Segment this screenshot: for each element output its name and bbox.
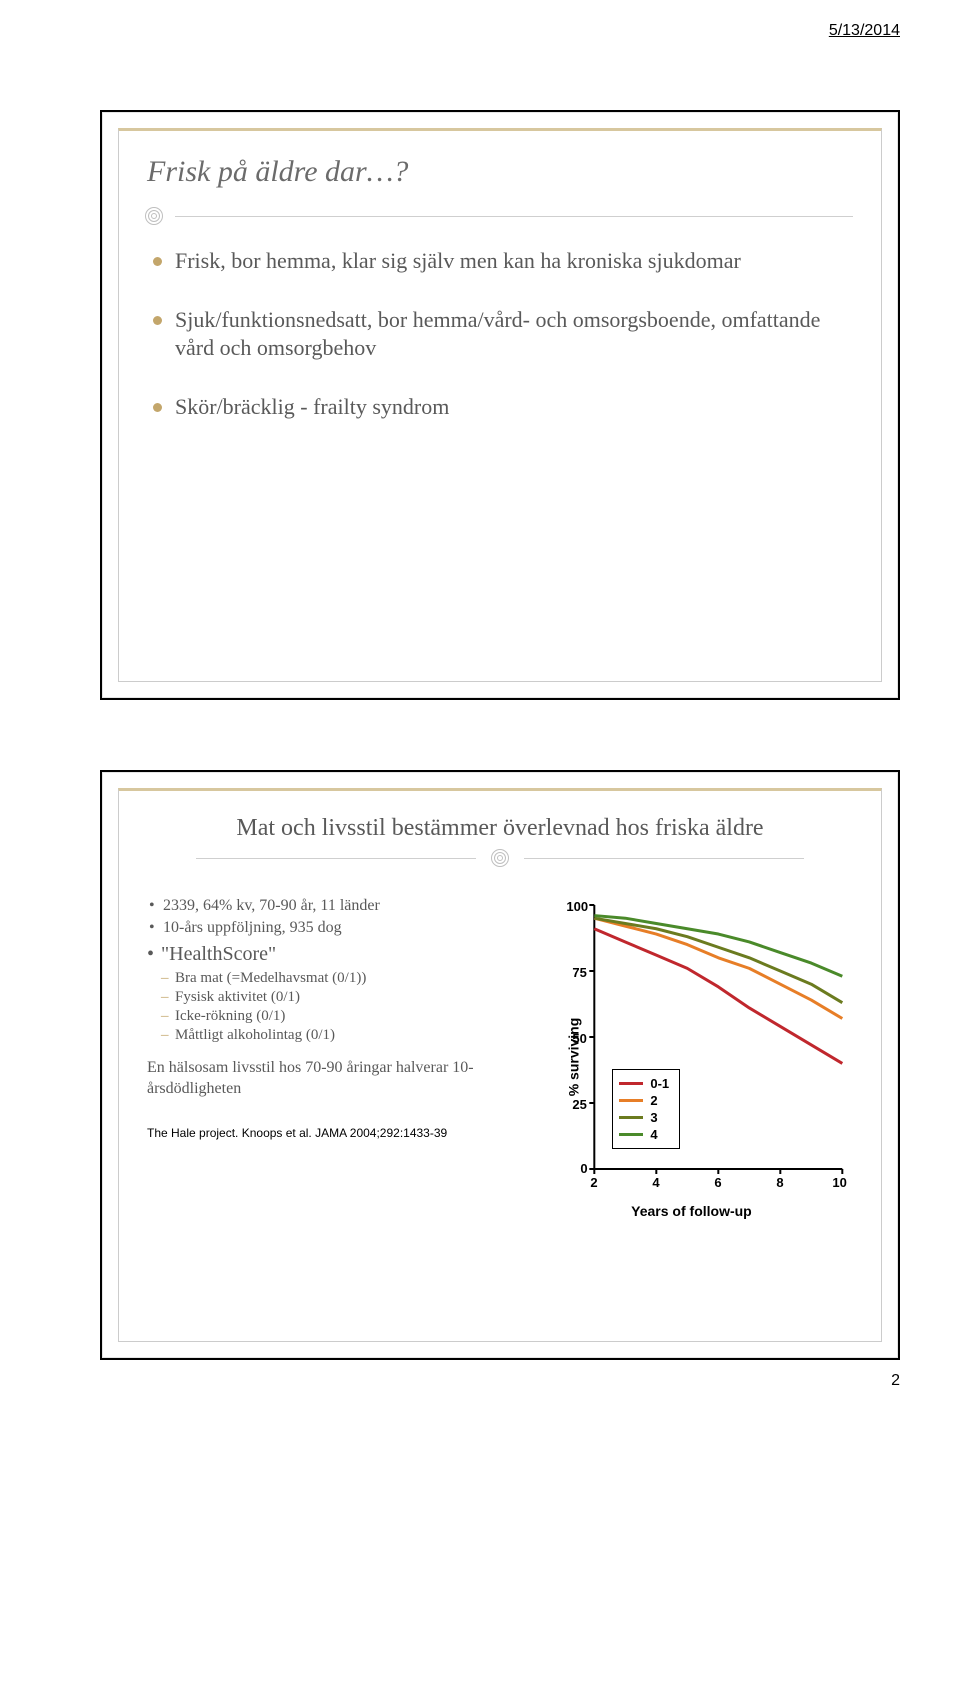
hs-item: Icke-rökning (0/1) [161, 1008, 532, 1025]
hs-item: Fysisk aktivitet (0/1) [161, 989, 532, 1006]
slide-2-chart-column: 100 75 50 25 0 2 4 6 8 10 % surviving Ye… [542, 897, 853, 1217]
bullet-item: Sjuk/funktionsnedsatt, bor hemma/vård- o… [153, 306, 853, 363]
slide-2-title: Mat och livsstil bestämmer överlevnad ho… [187, 813, 813, 843]
y-axis-title: % surviving [566, 1018, 582, 1097]
legend-item: 2 [619, 1093, 669, 1108]
slide-1-inner: Frisk på äldre dar…? Frisk, bor hemma, k… [118, 128, 882, 682]
ytick-label: 100 [566, 899, 588, 914]
slide-2: Mat och livsstil bestämmer överlevnad ho… [100, 770, 900, 1360]
date-header: 5/13/2014 [829, 22, 900, 40]
conclusion-text: En hälsosam livsstil hos 70-90 åringar h… [147, 1058, 532, 1100]
citation-text: The Hale project. Knoops et al. JAMA 200… [147, 1126, 532, 1140]
slide-1-bullets: Frisk, bor hemma, klar sig själv men kan… [153, 247, 853, 421]
legend-item: 0-1 [619, 1076, 669, 1091]
page-number: 2 [891, 1372, 900, 1390]
hs-item: Bra mat (=Medelhavsmat (0/1)) [161, 970, 532, 987]
legend-swatch [619, 1082, 643, 1085]
xtick-label: 8 [776, 1175, 783, 1190]
ytick-label: 75 [572, 965, 586, 980]
x-axis-title: Years of follow-up [631, 1203, 752, 1219]
bullet-item: Skör/bräcklig - frailty syndrom [153, 393, 853, 422]
legend-swatch [619, 1099, 643, 1102]
legend-label: 4 [650, 1127, 657, 1142]
legend-swatch [619, 1133, 643, 1136]
bullet-item: Frisk, bor hemma, klar sig själv men kan… [153, 247, 853, 276]
slide-2-body: 2339, 64% kv, 70-90 år, 11 länder 10-års… [147, 897, 853, 1217]
legend-swatch [619, 1116, 643, 1119]
xtick-label: 6 [714, 1175, 721, 1190]
chart-legend: 0-1 2 3 4 [612, 1069, 680, 1149]
ytick-label: 0 [580, 1161, 587, 1176]
title-ornament [196, 849, 803, 869]
xtick-label: 2 [590, 1175, 597, 1190]
title-ornament [139, 207, 853, 227]
slide-1-title: Frisk på äldre dar…? [147, 155, 853, 189]
healthscore-label: "HealthScore" [161, 943, 532, 966]
legend-label: 0-1 [650, 1076, 669, 1091]
hs-item: Måttligt alkoholintag (0/1) [161, 1027, 532, 1044]
slide-1: Frisk på äldre dar…? Frisk, bor hemma, k… [100, 110, 900, 700]
legend-label: 2 [650, 1093, 657, 1108]
legend-label: 3 [650, 1110, 657, 1125]
ytick-label: 25 [572, 1097, 586, 1112]
page-container: 5/13/2014 Frisk på äldre dar…? Frisk, bo… [0, 0, 960, 1410]
slide-2-left-column: 2339, 64% kv, 70-90 år, 11 länder 10-års… [147, 897, 542, 1217]
fact-item: 10-års uppföljning, 935 dog [149, 919, 532, 937]
fact-item: 2339, 64% kv, 70-90 år, 11 länder [149, 897, 532, 915]
xtick-label: 10 [832, 1175, 846, 1190]
legend-item: 3 [619, 1110, 669, 1125]
slide-2-inner: Mat och livsstil bestämmer överlevnad ho… [118, 788, 882, 1342]
legend-item: 4 [619, 1127, 669, 1142]
xtick-label: 4 [652, 1175, 659, 1190]
survival-chart: 100 75 50 25 0 2 4 6 8 10 % surviving Ye… [542, 897, 853, 1217]
chart-svg [542, 897, 853, 1217]
facts-list: 2339, 64% kv, 70-90 år, 11 länder 10-års… [149, 897, 532, 937]
healthscore-items: Bra mat (=Medelhavsmat (0/1)) Fysisk akt… [161, 970, 532, 1044]
